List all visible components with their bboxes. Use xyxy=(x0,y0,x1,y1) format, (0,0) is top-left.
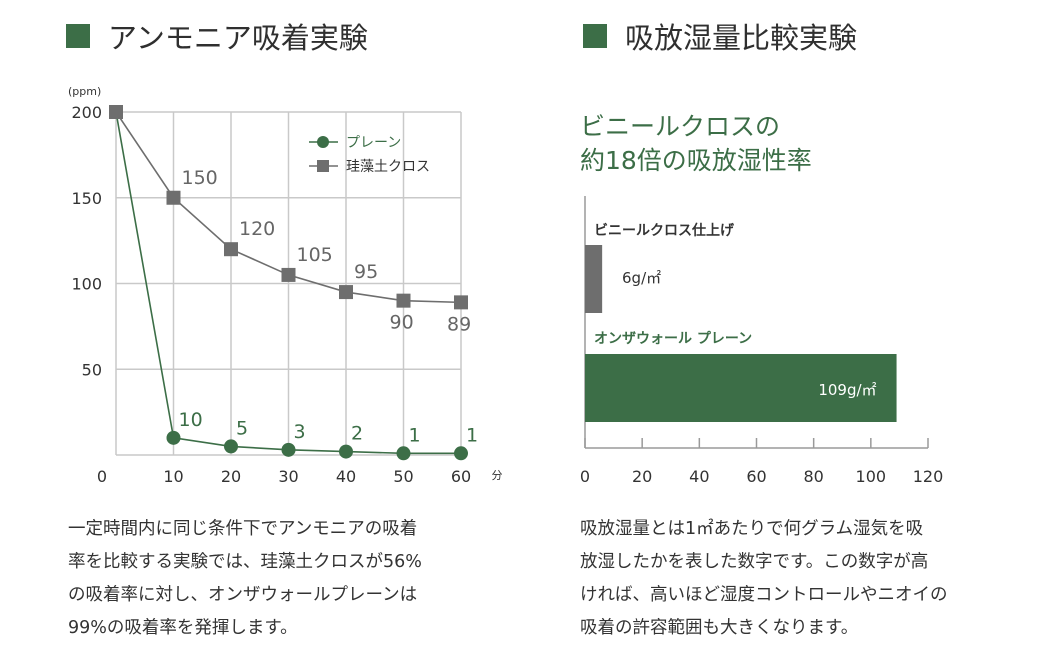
data-label: 120 xyxy=(239,218,275,240)
moisture-headline: ビニールクロスの 約18倍の吸放湿性率 xyxy=(580,112,812,175)
y-tick-label: 50 xyxy=(82,360,102,379)
data-label: 10 xyxy=(179,409,203,431)
data-point-plain xyxy=(454,446,468,461)
data-label: 3 xyxy=(294,421,306,443)
ammonia-title-text: アンモニア吸着実験 xyxy=(108,21,368,55)
y-tick-label: 100 xyxy=(71,275,102,294)
data-label: 95 xyxy=(354,261,378,283)
bar-x-tick-label: 20 xyxy=(632,467,652,486)
x-tick-label: 50 xyxy=(393,467,413,486)
y-axis-unit-label: (ppm) xyxy=(68,85,101,98)
data-point-diatom xyxy=(281,267,296,282)
x-tick-label: 30 xyxy=(278,467,298,486)
y-tick-label: 200 xyxy=(71,103,102,122)
x-tick-label: 60 xyxy=(451,467,471,486)
data-point-diatom xyxy=(224,242,238,257)
bar-x-tick-label: 100 xyxy=(856,467,887,486)
data-label: 1 xyxy=(409,424,421,446)
bar-x-tick-label: 40 xyxy=(689,467,709,486)
x-tick-label: 10 xyxy=(163,467,183,486)
bar-vinyl-cloth xyxy=(585,245,603,313)
bar-x-tick-label: 60 xyxy=(746,467,766,486)
data-point-diatom xyxy=(339,285,353,300)
data-label: 90 xyxy=(390,312,414,334)
bar-value-label: 109g/㎡ xyxy=(818,381,876,399)
x-tick-label: 40 xyxy=(336,467,356,486)
data-point-plain xyxy=(396,446,411,461)
bar-value-label: 6g/㎡ xyxy=(622,269,661,287)
bar-category-label-vinyl: ビニールクロス仕上げ xyxy=(594,223,734,239)
moisture-description: 吸放湿量とは1㎡あたりで何グラム湿気を吸 放湿したかを表した数字です。この数字が… xyxy=(580,519,948,638)
title-square-icon xyxy=(583,24,607,48)
ammonia-description: 一定時間内に同じ条件下でアンモニアの吸着 率を比較する実験では、珪藻土クロスが5… xyxy=(68,519,422,638)
data-label: 89 xyxy=(447,313,471,335)
x-axis-unit-label: 分 xyxy=(492,469,503,482)
bar-onthewall-plain xyxy=(585,354,897,422)
legend-label: 珪藻土クロス xyxy=(346,159,430,175)
x-tick-label: 20 xyxy=(221,467,241,486)
data-label: 2 xyxy=(351,423,363,445)
data-point-diatom xyxy=(166,190,181,205)
bar-x-tick-label: 120 xyxy=(913,467,944,486)
bar-x-tick-label: 80 xyxy=(803,467,823,486)
legend-label: プレーン xyxy=(346,135,401,151)
moisture-section-title: 吸放湿量比較実験 xyxy=(583,14,857,58)
ammonia-section-title: アンモニア吸着実験 xyxy=(66,14,368,58)
x-tick-label: 0 xyxy=(97,467,107,486)
legend-marker-diatom xyxy=(317,160,329,172)
data-point-plain xyxy=(224,439,238,454)
data-point-diatom xyxy=(109,105,123,119)
data-point-plain xyxy=(281,442,296,457)
data-point-plain xyxy=(166,430,181,445)
data-point-diatom xyxy=(396,293,411,308)
title-square-icon xyxy=(66,24,90,48)
bar-x-tick-label: 0 xyxy=(580,467,590,486)
data-point-diatom xyxy=(454,295,468,310)
y-tick-label: 150 xyxy=(71,189,102,208)
legend-marker-plain xyxy=(317,136,329,148)
bar-category-label-onthewall: オンザウォール プレーン xyxy=(594,331,753,347)
data-label: 150 xyxy=(182,167,218,189)
data-label: 5 xyxy=(236,417,248,439)
data-point-plain xyxy=(339,444,353,459)
moisture-title-text: 吸放湿量比較実験 xyxy=(625,21,858,55)
data-label: 105 xyxy=(297,244,333,266)
data-label: 1 xyxy=(466,424,478,446)
